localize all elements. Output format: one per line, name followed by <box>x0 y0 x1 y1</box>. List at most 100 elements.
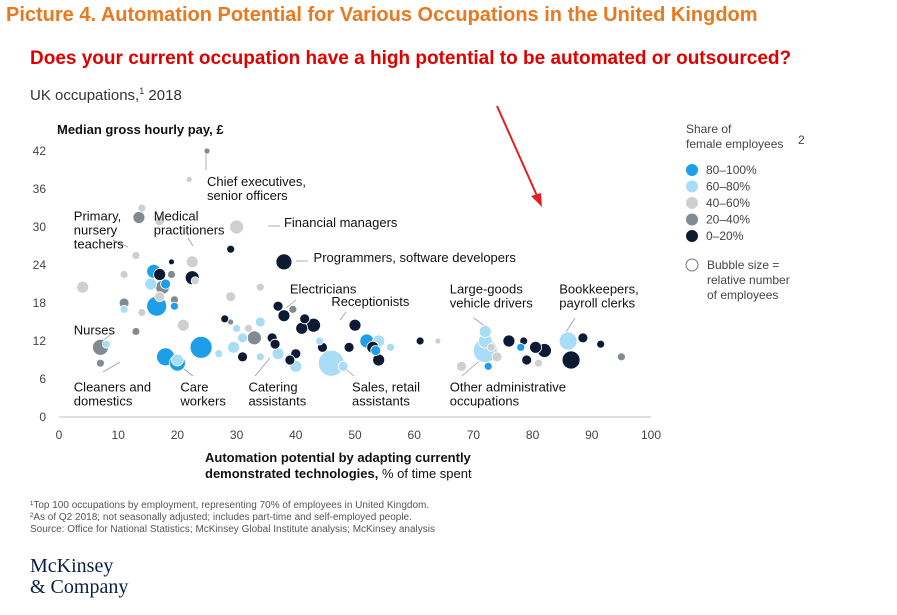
legend-swatch <box>686 213 698 226</box>
bubble-point <box>225 291 237 303</box>
x-tick-label: 50 <box>348 428 362 442</box>
occupation-label: Care workers <box>179 380 226 409</box>
y-tick-label: 42 <box>33 144 47 158</box>
footnote-1: ¹Top 100 occupations by employment, repr… <box>30 500 430 511</box>
bubble-point <box>348 318 362 332</box>
bubble-point <box>214 349 224 359</box>
x-axis-title-line-2: demonstrated technologies, % of time spe… <box>205 466 472 481</box>
legend-swatch <box>686 197 698 209</box>
bubble-point <box>486 342 496 352</box>
mckinsey-logo: McKinsey & Company <box>30 556 128 598</box>
x-tick-label: 20 <box>171 428 185 442</box>
bubble-point <box>558 331 578 351</box>
bubble-point <box>176 318 190 332</box>
legend-swatch <box>686 230 698 242</box>
logo-line-1: McKinsey <box>30 555 114 577</box>
bubble-point <box>190 276 200 286</box>
footnote-source: Source: Office for National Statistics; … <box>30 524 435 535</box>
bubble-point <box>275 253 293 271</box>
bubble-point <box>232 323 242 333</box>
x-tick-label: 100 <box>641 428 661 442</box>
bubbles-layer <box>76 147 626 377</box>
leader-line <box>187 237 194 247</box>
legend-size-note: of employees <box>707 288 778 302</box>
bubble-point <box>502 334 516 348</box>
bubble-point <box>315 336 324 346</box>
bubble-point <box>226 244 236 254</box>
occupation-label: Cleaners and domestics <box>74 380 151 409</box>
occupation-label: Large-goods vehicle drivers <box>450 282 534 311</box>
legend-size-note: Bubble size = <box>707 258 779 272</box>
legend-size-note: relative number <box>707 273 790 287</box>
legend-entry-label: 40–60% <box>706 196 750 210</box>
x-tick-label: 30 <box>230 428 244 442</box>
x-tick-label: 40 <box>289 428 303 442</box>
x-tick-label: 80 <box>526 428 540 442</box>
footnote-2: ²As of Q2 2018; not seasonally adjusted;… <box>30 512 412 523</box>
occupation-label: Sales, retail assistants <box>352 380 420 409</box>
x-tick-label: 70 <box>467 428 481 442</box>
leader-line <box>285 299 297 309</box>
y-tick-label: 6 <box>39 372 46 386</box>
annotation-layer: Chief executives, senior officers Primary,… <box>74 174 639 409</box>
axes-layer: 0 10 20 30 40 50 60 70 80 90 100 0 6 12 18 24 30 36 42 Medi… <box>33 122 662 481</box>
legend-swatch <box>686 180 698 193</box>
chart-subtitle: UK occupations,1 2018 <box>30 86 182 104</box>
bubble-point <box>577 332 589 344</box>
bubble-point <box>96 358 105 368</box>
bubble-point <box>299 313 311 325</box>
bubble-point <box>529 340 542 354</box>
footnotes: ¹Top 100 occupations by employment, repr… <box>30 500 435 536</box>
subtitle-footnote-mark: 1 <box>139 86 145 96</box>
legend-entry-label: 60–80% <box>706 180 750 194</box>
bubble-point <box>131 251 141 260</box>
x-tick-label: 10 <box>112 428 126 442</box>
bubble-point <box>237 351 248 363</box>
legend-swatch <box>686 164 698 176</box>
bubble-point <box>269 338 281 350</box>
occupation-label: Catering assistants <box>248 380 306 409</box>
bubble-point <box>483 361 493 371</box>
bubble-point <box>337 360 349 372</box>
leader-line <box>254 357 271 377</box>
leader-line <box>339 311 347 321</box>
bubble-point <box>144 277 158 291</box>
bubble-point <box>372 353 386 367</box>
y-tick-label: 36 <box>33 182 47 196</box>
occupation-label: Other administrative occupations <box>450 380 566 409</box>
red-arrow-annotation <box>496 105 542 207</box>
bubble-point <box>295 321 309 335</box>
bubble-point <box>521 354 533 366</box>
bubble-point <box>478 325 492 338</box>
occupation-label: Primary, nursery teachers <box>74 209 124 252</box>
bubble-point <box>227 318 235 326</box>
bubble-point <box>229 219 245 235</box>
bubble-point <box>160 278 171 290</box>
occupation-label: Receptionists <box>331 294 410 309</box>
arrow-shaft <box>496 105 539 199</box>
leader-line <box>102 361 121 373</box>
legend-entry-label: 80–100% <box>706 163 757 177</box>
occupation-label: Financial managers <box>284 215 398 230</box>
occupation-label: Bookkeepers, payroll clerks <box>559 282 639 311</box>
bubble-point <box>154 215 166 227</box>
occupation-label: Programmers, software developers <box>314 250 517 265</box>
occupation-label: Electricians <box>290 282 357 297</box>
subtitle-text: UK occupations, <box>30 87 140 104</box>
y-axis-title: Median gross hourly pay, £ <box>57 122 224 137</box>
bubble-point <box>284 354 296 366</box>
bubble-point <box>170 353 184 367</box>
bubble-point <box>561 350 581 370</box>
y-tick-label: 30 <box>33 220 47 234</box>
bubble-point <box>185 176 193 183</box>
bubble-point <box>168 258 175 266</box>
bubble-point <box>131 327 141 336</box>
y-tick-label: 0 <box>39 410 46 424</box>
bubble-point <box>237 332 248 344</box>
bubble-point <box>254 316 266 328</box>
bubble-point <box>288 304 298 314</box>
y-tick-label: 12 <box>33 334 47 348</box>
bubble-point <box>434 337 442 345</box>
bubble-point <box>491 351 503 363</box>
